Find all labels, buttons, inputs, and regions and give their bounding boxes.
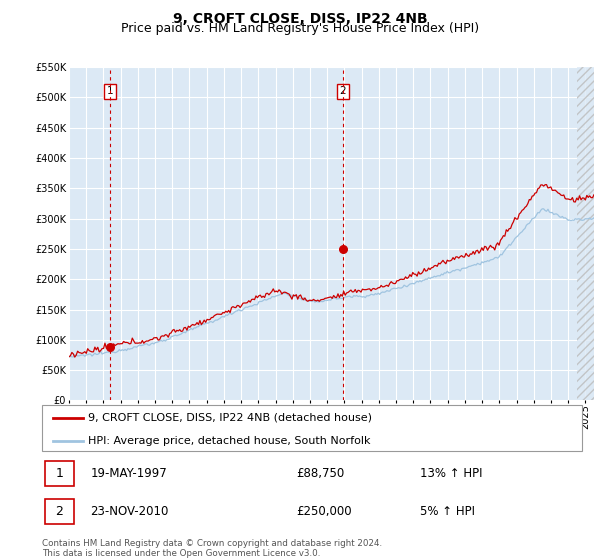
Text: 2: 2 bbox=[56, 505, 64, 518]
Text: Contains HM Land Registry data © Crown copyright and database right 2024.
This d: Contains HM Land Registry data © Crown c… bbox=[42, 539, 382, 558]
Text: 2: 2 bbox=[340, 86, 346, 96]
FancyBboxPatch shape bbox=[45, 461, 74, 486]
Text: £88,750: £88,750 bbox=[296, 467, 344, 480]
Text: HPI: Average price, detached house, South Norfolk: HPI: Average price, detached house, Sout… bbox=[88, 436, 370, 446]
Point bbox=[105, 342, 115, 351]
Point bbox=[338, 245, 347, 254]
Text: 23-NOV-2010: 23-NOV-2010 bbox=[91, 505, 169, 518]
Text: 19-MAY-1997: 19-MAY-1997 bbox=[91, 467, 167, 480]
Text: £250,000: £250,000 bbox=[296, 505, 352, 518]
Text: 1: 1 bbox=[107, 86, 113, 96]
Text: Price paid vs. HM Land Registry's House Price Index (HPI): Price paid vs. HM Land Registry's House … bbox=[121, 22, 479, 35]
Text: 1: 1 bbox=[56, 467, 64, 480]
FancyBboxPatch shape bbox=[42, 405, 582, 451]
Text: 13% ↑ HPI: 13% ↑ HPI bbox=[420, 467, 482, 480]
Text: 9, CROFT CLOSE, DISS, IP22 4NB (detached house): 9, CROFT CLOSE, DISS, IP22 4NB (detached… bbox=[88, 413, 372, 423]
Text: 9, CROFT CLOSE, DISS, IP22 4NB: 9, CROFT CLOSE, DISS, IP22 4NB bbox=[173, 12, 427, 26]
FancyBboxPatch shape bbox=[45, 499, 74, 524]
Text: 5% ↑ HPI: 5% ↑ HPI bbox=[420, 505, 475, 518]
